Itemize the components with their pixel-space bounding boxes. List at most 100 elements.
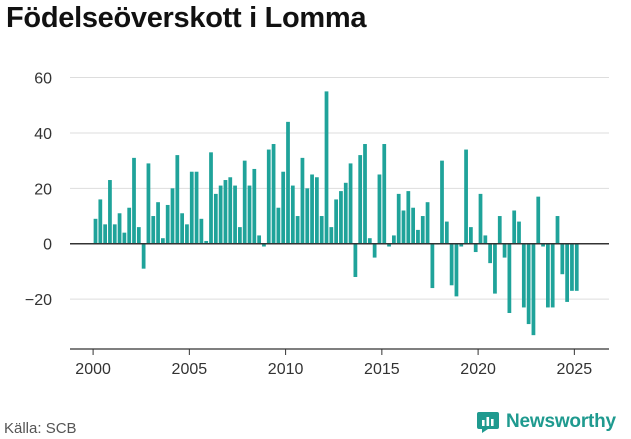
bar [218, 185, 223, 244]
bar [146, 163, 151, 244]
x-tick-label: 2025 [557, 361, 593, 378]
bar [266, 149, 271, 244]
bar [213, 193, 218, 244]
bar [363, 144, 367, 244]
newsworthy-logo-icon [477, 412, 499, 433]
bar [175, 155, 180, 244]
axes [70, 243, 609, 350]
bar [319, 216, 324, 244]
bar [420, 216, 425, 244]
bar [262, 243, 266, 247]
bar [252, 168, 257, 244]
bar [165, 204, 170, 244]
x-tick-label: 2005 [172, 361, 208, 378]
bar [401, 210, 406, 244]
bar [103, 224, 108, 244]
source-note: Källa: SCB [4, 420, 77, 437]
bar [493, 243, 497, 294]
bar [247, 185, 252, 244]
bar [449, 243, 454, 286]
bar [440, 160, 444, 244]
bar [180, 213, 185, 244]
bar [367, 238, 372, 244]
bar [406, 191, 411, 244]
bar [185, 224, 189, 244]
bar [546, 243, 550, 308]
bar [242, 160, 247, 244]
y-tick-label: −20 [25, 292, 52, 309]
bar [151, 216, 156, 244]
y-tick-label: 60 [34, 71, 52, 88]
x-tick-label: 2010 [268, 361, 304, 378]
bar [392, 235, 396, 244]
bar [209, 152, 213, 244]
bar [194, 171, 199, 244]
bar [353, 243, 358, 277]
bar [329, 227, 334, 244]
bar [290, 185, 295, 244]
bar [310, 174, 314, 244]
bar [502, 243, 507, 258]
bar [233, 185, 237, 244]
bar [199, 218, 204, 244]
bar [396, 193, 401, 244]
x-tick-label: 2015 [364, 361, 400, 378]
bar [305, 188, 310, 244]
bar [343, 182, 348, 244]
bar [536, 196, 541, 244]
bar [300, 157, 305, 244]
bar [161, 238, 165, 244]
bar [473, 243, 478, 253]
y-tick-label: 40 [34, 126, 52, 143]
bar [127, 207, 132, 244]
bar [560, 243, 565, 275]
bar [416, 229, 420, 244]
x-axis-ticks: 2000 2005 2010 2015 2020 2025 [75, 349, 592, 378]
bar [281, 171, 286, 244]
bar [93, 218, 98, 244]
bar [295, 216, 300, 244]
y-tick-label: 20 [34, 181, 52, 198]
bar [223, 180, 228, 244]
bar [517, 221, 521, 244]
bar [108, 180, 112, 244]
bar [454, 243, 459, 297]
bar [387, 243, 391, 247]
bar [122, 232, 127, 244]
y-tick-label: 0 [43, 237, 52, 254]
bar [276, 207, 281, 244]
bar [358, 155, 363, 244]
bar [469, 227, 473, 244]
bar [382, 144, 387, 244]
newsworthy-logo[interactable]: Newsworthy [476, 408, 616, 436]
bar [507, 243, 512, 313]
bar [334, 199, 339, 244]
bar [324, 91, 329, 244]
bars [93, 91, 579, 336]
bar [315, 177, 319, 244]
bar [136, 227, 141, 244]
bar [483, 235, 488, 244]
bar [132, 157, 136, 244]
bar [377, 174, 382, 244]
bar-chart: 60 40 20 0 −20 2000 2005 2010 2015 2020 2025 [25, 71, 609, 378]
bar [204, 240, 209, 244]
bar [531, 243, 536, 336]
y-axis-ticks: 60 40 20 0 −20 [25, 71, 52, 310]
x-tick-label: 2020 [460, 361, 496, 378]
bar [156, 202, 160, 244]
bar [372, 243, 377, 258]
chart-title: Födelseöverskott i Lomma [6, 2, 367, 34]
bar [459, 243, 464, 247]
bar [286, 121, 290, 244]
bar [257, 235, 262, 244]
bar [228, 177, 233, 244]
brand-name: Newsworthy [506, 411, 616, 432]
bar [478, 193, 483, 244]
bar [444, 221, 449, 244]
bar [512, 210, 517, 244]
bar [488, 243, 493, 264]
bar [141, 243, 146, 269]
bar [464, 149, 468, 244]
bar [238, 227, 242, 244]
